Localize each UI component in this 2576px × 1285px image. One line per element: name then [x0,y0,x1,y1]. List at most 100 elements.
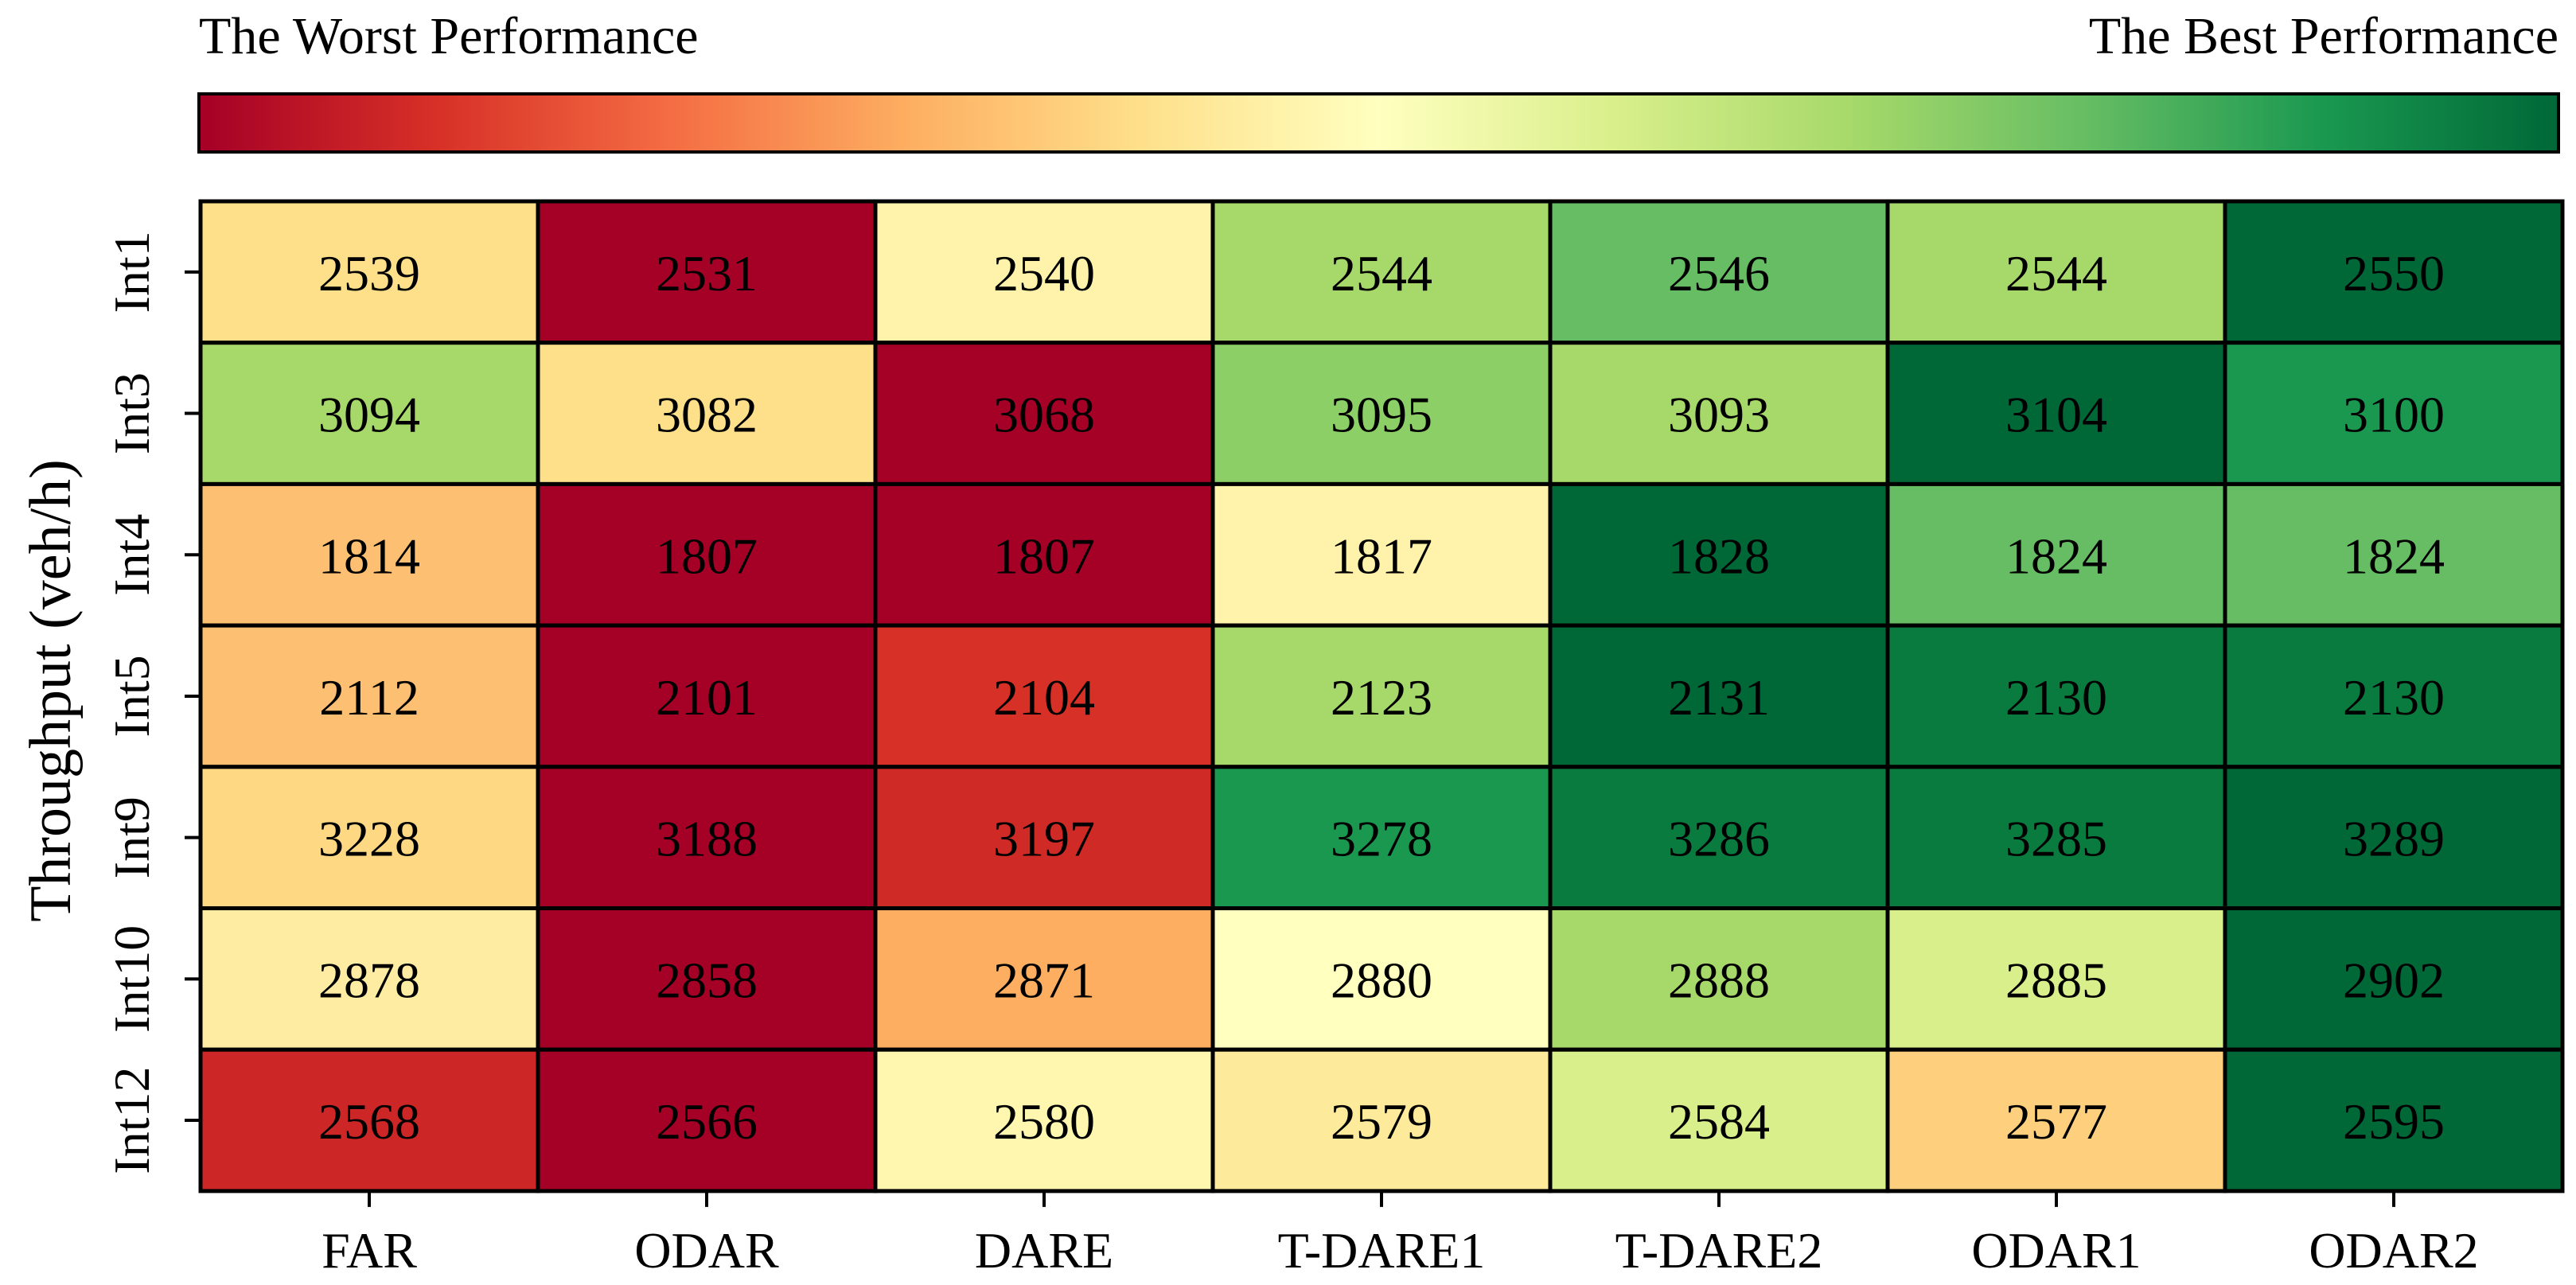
cell-value-label: 2104 [993,669,1095,726]
cell-value-label: 3104 [2005,387,2107,443]
cell-value-label: 3093 [1668,387,1770,443]
heatmap-cell [198,199,540,345]
cell-value-label: 2579 [1331,1093,1432,1150]
heatmap-cell [198,765,540,910]
cell-value-label: 2584 [1668,1093,1770,1150]
heatmap-cells: 2539 2531 2540 2544 2546 2544 2550 3094 3082 3068… [198,199,2565,1193]
cell-value-label: 3094 [318,387,420,443]
heatmap-cell [536,481,878,628]
colorbar-best-label: The Best Performance [2089,7,2558,65]
cell-value-label: 3068 [993,387,1095,443]
x-tick-label: T-DARE1 [1278,1222,1486,1279]
heatmap-cell [536,906,878,1052]
heatmap-cell [1210,1047,1553,1193]
cell-value-label: 3285 [2005,811,2107,867]
cell-value-label: 2123 [1331,669,1432,726]
cell-value-label: 1807 [993,528,1095,584]
cell-value-label: 3278 [1331,811,1432,867]
cell-value-label: 3197 [993,811,1095,867]
cell-value-label: 2580 [993,1093,1095,1150]
cell-value-label: 2546 [1668,245,1770,302]
heatmap-cell [873,481,1215,628]
cell-value-label: 1828 [1668,528,1770,584]
x-axis-tick-labels: FAR ODAR DARE T-DARE1 T-DARE2 ODAR1 ODAR2 [322,1222,2479,1279]
cell-value-label: 2902 [2343,952,2445,1008]
heatmap-cell [2223,906,2565,1052]
heatmap-cell [2223,623,2565,769]
cell-value-label: 3082 [656,387,758,443]
heatmap-cell [198,623,540,769]
cell-value-label: 2130 [2343,669,2445,726]
cell-value-label: 3095 [1331,387,1432,443]
cell-value-label: 2878 [318,952,420,1008]
cell-value-label: 2531 [656,245,758,302]
heatmap-cell [1885,623,2227,769]
cell-value-label: 1824 [2343,528,2445,584]
heatmap-cell [1210,906,1553,1052]
heatmap-cell [873,765,1215,910]
cell-value-label: 1824 [2005,528,2107,584]
heatmap-cell [198,906,540,1052]
y-tick-label: Int1 [103,231,160,313]
x-tick-label: FAR [322,1222,417,1279]
cell-value-label: 2888 [1668,952,1770,1008]
heatmap-cell [1548,1047,1890,1193]
heatmap-cell [873,341,1215,486]
cell-value-label: 2858 [656,952,758,1008]
y-tick-label: Int10 [103,925,160,1033]
y-tick-label: Int4 [103,514,160,596]
cell-value-label: 2544 [1331,245,1432,302]
colorbar-worst-label: The Worst Performance [199,7,699,65]
cell-value-label: 1814 [318,528,420,584]
heatmap-cell [873,199,1215,345]
cell-value-label: 2112 [319,669,419,726]
heatmap-cell [536,623,878,769]
cell-value-label: 2550 [2343,245,2445,302]
heatmap-cell [536,199,878,345]
cell-value-label: 1807 [656,528,758,584]
y-axis-tick-labels: Int1 Int3 Int4 Int5 Int9 Int10 Int12 [103,231,160,1174]
cell-value-label: 2101 [656,669,758,726]
heatmap-cell [1885,1047,2227,1193]
cell-value-label: 2539 [318,245,420,302]
cell-value-label: 2130 [2005,669,2107,726]
cell-value-label: 3228 [318,811,420,867]
cell-value-label: 2540 [993,245,1095,302]
heatmap-cell [2223,481,2565,628]
y-tick-label: Int9 [103,796,160,878]
heatmap-cell [1210,481,1553,628]
cell-value-label: 1817 [1331,528,1432,584]
cell-value-label: 2568 [318,1093,420,1150]
y-axis-label: Throughput (veh/h) [18,459,84,922]
heatmap-cell [198,1047,540,1193]
cell-value-label: 3289 [2343,811,2445,867]
axis-ticks [185,270,2395,1207]
heatmap-cell [2223,1047,2565,1193]
x-tick-label: ODAR2 [2309,1222,2478,1279]
heatmap-cell [1548,906,1890,1052]
cell-value-label: 3100 [2343,387,2445,443]
y-tick-label: Int5 [103,655,160,737]
cell-value-label: 3188 [656,811,758,867]
cell-value-label: 2595 [2343,1093,2445,1150]
y-tick-label: Int3 [103,372,160,454]
cell-value-label: 2544 [2005,245,2107,302]
cell-value-label: 2885 [2005,952,2107,1008]
cell-value-label: 3286 [1668,811,1770,867]
y-tick-label: Int12 [103,1067,160,1174]
x-tick-label: DARE [975,1222,1113,1279]
colorbar [197,92,2560,154]
heatmap-cell [1548,341,1890,486]
heatmap-cell [1548,481,1890,628]
cell-value-label: 2871 [993,952,1095,1008]
heatmap-cell [1885,481,2227,628]
x-tick-label: ODAR1 [1971,1222,2141,1279]
cell-value-label: 2131 [1668,669,1770,726]
cell-value-label: 2577 [2005,1093,2107,1150]
heatmap-cell [1885,199,2227,345]
heatmap-cell [2223,341,2565,486]
x-tick-label: T-DARE2 [1615,1222,1823,1279]
heatmap-cell [873,1047,1215,1193]
cell-value-label: 2566 [656,1093,758,1150]
